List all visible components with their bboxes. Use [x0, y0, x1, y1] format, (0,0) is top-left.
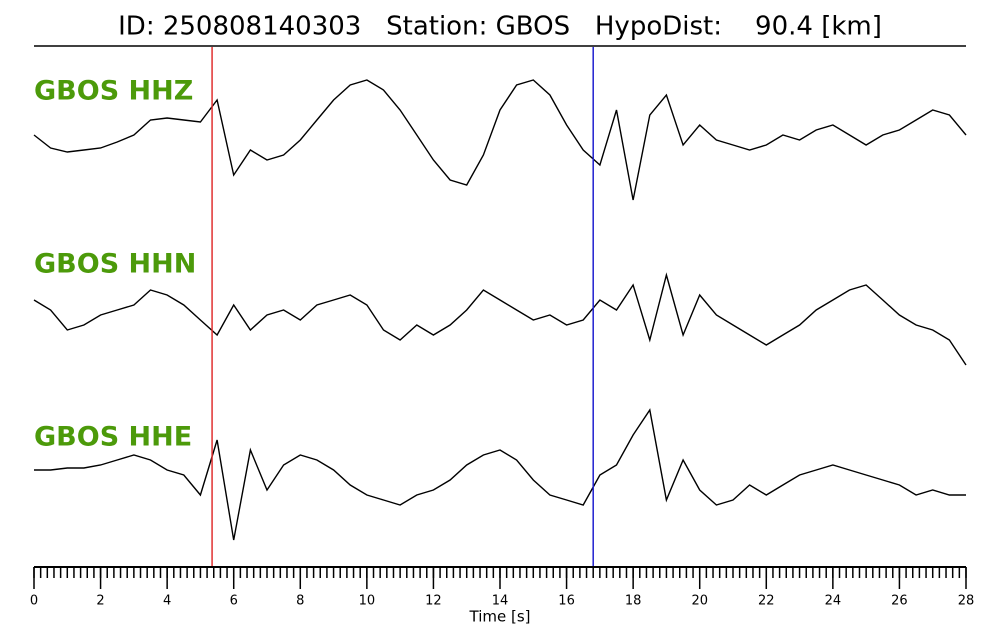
waveform: [34, 408, 966, 541]
x-tick-label: 22: [758, 594, 775, 609]
x-tick-label: 10: [359, 594, 376, 609]
x-tick-label: 4: [163, 594, 171, 609]
x-tick-label: 12: [425, 594, 442, 609]
trace-label: GBOS HHN: [34, 249, 196, 280]
x-tick-label: 20: [691, 594, 708, 609]
x-tick-label: 28: [958, 594, 975, 609]
x-tick-label: 2: [96, 594, 104, 609]
x-tick-label: 0: [30, 594, 38, 609]
trace-label: GBOS HHE: [34, 422, 192, 453]
chart-title: ID: 250808140303 Station: GBOS HypoDist:…: [118, 12, 882, 42]
trace-label: GBOS HHZ: [34, 76, 193, 107]
x-tick-label: 24: [825, 594, 842, 609]
x-tick-label: 26: [891, 594, 908, 609]
waveform: [33, 272, 967, 366]
x-tick-label: 14: [492, 594, 509, 609]
x-tick-label: 8: [296, 594, 304, 609]
x-axis-label: Time [s]: [469, 608, 531, 626]
x-tick-label: 18: [625, 594, 642, 609]
x-tick-label: 16: [558, 594, 575, 609]
x-tick-label: 6: [230, 594, 238, 609]
waveform: [33, 79, 967, 201]
